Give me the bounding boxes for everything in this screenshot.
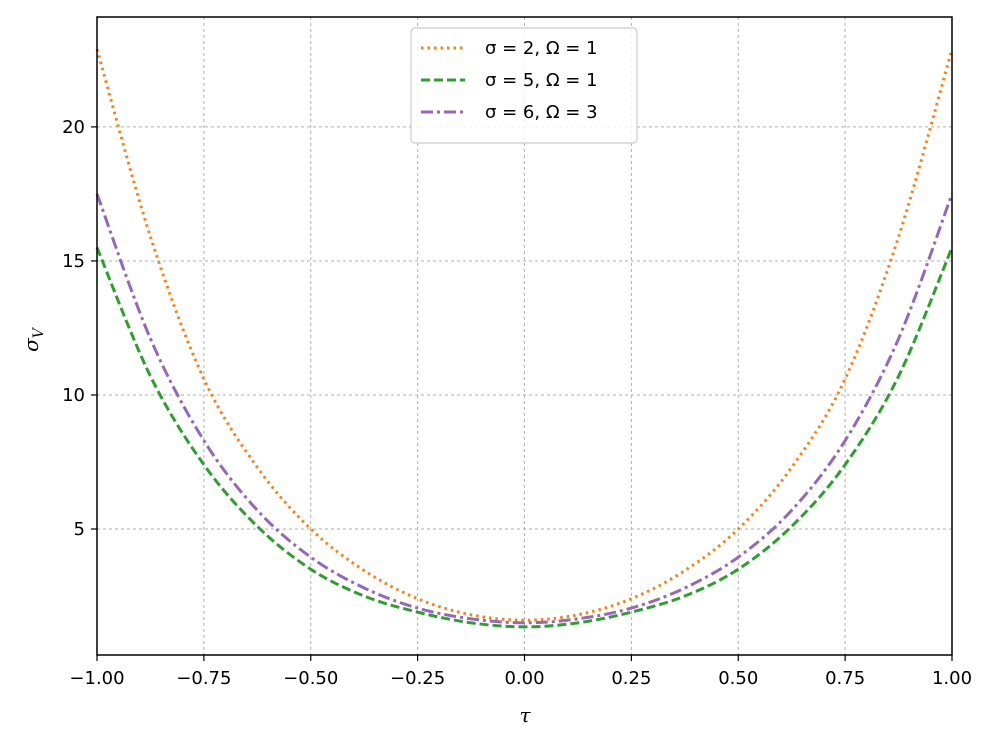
- x-tick-label: 0.25: [611, 668, 651, 689]
- x-tick-label: −0.50: [283, 668, 338, 689]
- x-tick-label: −0.75: [176, 668, 231, 689]
- y-axis-ticks: 5 10 15 20: [62, 117, 97, 540]
- series-lines: [95, 48, 954, 629]
- legend: σ = 2, Ω = 1 σ = 5, Ω = 1 σ = 6, Ω = 3: [410, 27, 638, 144]
- series-line-2: [95, 246, 954, 629]
- legend-label: σ = 6, Ω = 3: [485, 102, 598, 123]
- legend-label: σ = 2, Ω = 1: [485, 38, 598, 59]
- series-line-1: [95, 48, 954, 622]
- x-axis-label: τ: [519, 703, 531, 727]
- x-tick-label: −1.00: [69, 668, 124, 689]
- y-tick-label: 5: [74, 519, 85, 540]
- series-line-3: [95, 193, 954, 625]
- x-axis-ticks: −1.00 −0.75 −0.50 −0.25 0.00 0.25 0.50 0.75 1.00: [69, 655, 972, 689]
- x-tick-label: 0.75: [825, 668, 865, 689]
- x-tick-label: −0.25: [390, 668, 445, 689]
- legend-box: [410, 27, 638, 144]
- x-tick-label: 0.00: [504, 668, 544, 689]
- legend-label: σ = 5, Ω = 1: [485, 70, 598, 91]
- y-tick-label: 10: [62, 385, 85, 406]
- x-tick-label: 0.50: [718, 668, 758, 689]
- y-tick-label: 20: [62, 117, 85, 138]
- y-axis-label: σV: [19, 326, 47, 352]
- x-tick-label: 1.00: [932, 668, 972, 689]
- y-tick-label: 15: [62, 251, 85, 272]
